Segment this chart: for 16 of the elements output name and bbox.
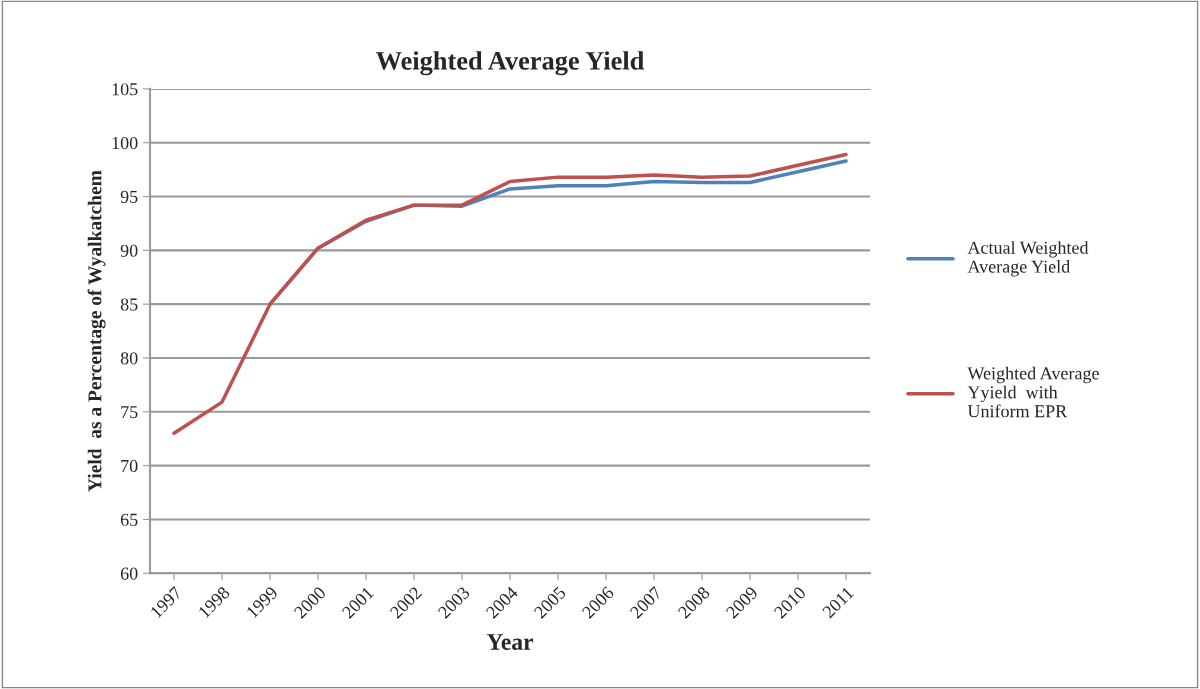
y-tick-label: 60 bbox=[120, 567, 138, 580]
chart-title: Weighted Average Yield bbox=[376, 51, 645, 76]
y-tick-label: 90 bbox=[120, 244, 138, 257]
y-tick-label: 65 bbox=[120, 513, 138, 526]
y-axis-title: Yield as a Percentage of Wyalkatchem bbox=[87, 170, 106, 492]
y-tick-label: 80 bbox=[120, 352, 138, 365]
y-tick-label: 75 bbox=[121, 406, 138, 419]
y-tick-label: 85 bbox=[120, 298, 138, 311]
line-series bbox=[172, 152, 848, 436]
y-tick-label: 70 bbox=[121, 459, 138, 473]
legend-label: Weighted Average Yyield with Uniform EPR bbox=[967, 366, 1099, 418]
x-axis-title: Year bbox=[486, 634, 534, 650]
y-tick-label: 105 bbox=[112, 83, 138, 96]
y-tick-label: 95 bbox=[120, 190, 138, 203]
legend-label: Actual Weighted Average Yield bbox=[967, 241, 1089, 277]
y-tick-label: 100 bbox=[112, 136, 138, 150]
